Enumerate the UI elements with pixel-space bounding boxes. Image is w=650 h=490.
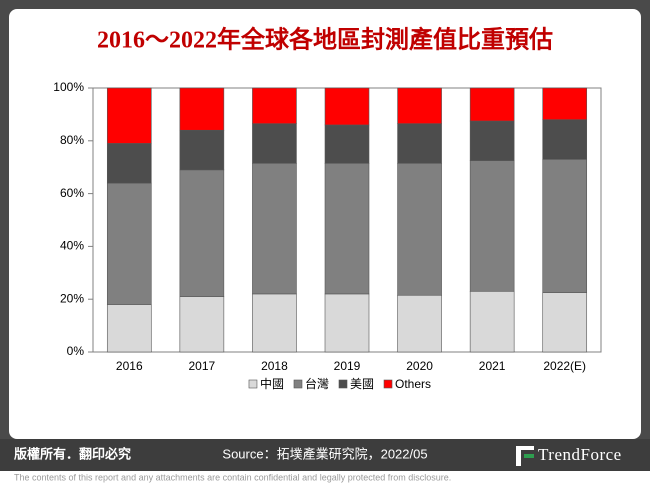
bar-segment — [324, 87, 370, 126]
bar-segment — [252, 293, 297, 353]
bar-segment — [397, 123, 442, 164]
logo-bar — [516, 446, 521, 466]
legend-label: 中國 — [260, 376, 284, 391]
bar-segment — [179, 169, 225, 297]
bar-segment — [542, 119, 588, 160]
bar-segment — [542, 158, 588, 293]
bar-segment — [179, 129, 225, 171]
bar-segment — [469, 290, 515, 353]
y-tick-label: 40% — [60, 239, 84, 253]
legend-swatch — [248, 379, 258, 389]
bar-segment — [106, 87, 152, 144]
disclaimer: The contents of this report and any atta… — [14, 472, 451, 482]
x-tick-label: 2017 — [189, 359, 216, 373]
bar-segment — [179, 296, 225, 353]
bar-segment — [324, 124, 370, 164]
x-tick-label: 2022(E) — [543, 359, 586, 373]
bar-segment — [106, 182, 152, 305]
footer-bar — [0, 439, 650, 471]
bar-segment — [542, 292, 588, 353]
x-tick-label: 2019 — [334, 359, 361, 373]
legend-label: Others — [395, 377, 431, 391]
bar-segment — [469, 87, 515, 122]
bar-segment — [179, 87, 225, 131]
bar-segment — [252, 123, 297, 164]
legend-swatch — [293, 379, 303, 389]
legend-label: 台灣 — [305, 376, 329, 391]
x-tick-label: 2018 — [261, 359, 288, 373]
logo-bar — [516, 446, 534, 450]
bar-segment — [397, 87, 442, 124]
chart-title: 2016～2022年全球各地區封測產值比重預估 — [97, 26, 553, 54]
x-tick-label: 2021 — [479, 359, 506, 373]
bar-segment — [252, 87, 297, 124]
logo-bar — [524, 454, 534, 458]
disclaimer-strip — [0, 471, 650, 485]
y-tick-label: 0% — [67, 344, 85, 358]
y-tick-label: 20% — [60, 291, 84, 305]
bar-segment — [106, 143, 152, 184]
bar-segment — [469, 160, 515, 292]
logo-text: TrendForce — [538, 445, 622, 464]
y-tick-label: 80% — [60, 133, 84, 147]
bar-segment — [469, 120, 515, 161]
bar-segment — [252, 162, 297, 295]
logo-icon — [516, 446, 534, 466]
y-tick-label: 60% — [60, 186, 84, 200]
copyright: 版權所有．翻印必究 — [14, 446, 131, 461]
bar-segment — [324, 293, 370, 353]
legend-label: 美國 — [350, 377, 374, 391]
bar-segment — [324, 162, 370, 295]
y-tick-label: 100% — [53, 80, 84, 94]
x-tick-label: 2016 — [116, 359, 143, 373]
legend-swatch — [383, 379, 393, 389]
bar-segment — [106, 304, 152, 353]
bar-segment — [397, 294, 442, 353]
bar-segment — [397, 162, 442, 296]
legend-swatch — [338, 379, 348, 389]
source: Source：拓墣產業研究院，2022/05 — [222, 446, 427, 461]
x-tick-label: 2020 — [406, 359, 433, 373]
bar-segment — [542, 87, 588, 120]
